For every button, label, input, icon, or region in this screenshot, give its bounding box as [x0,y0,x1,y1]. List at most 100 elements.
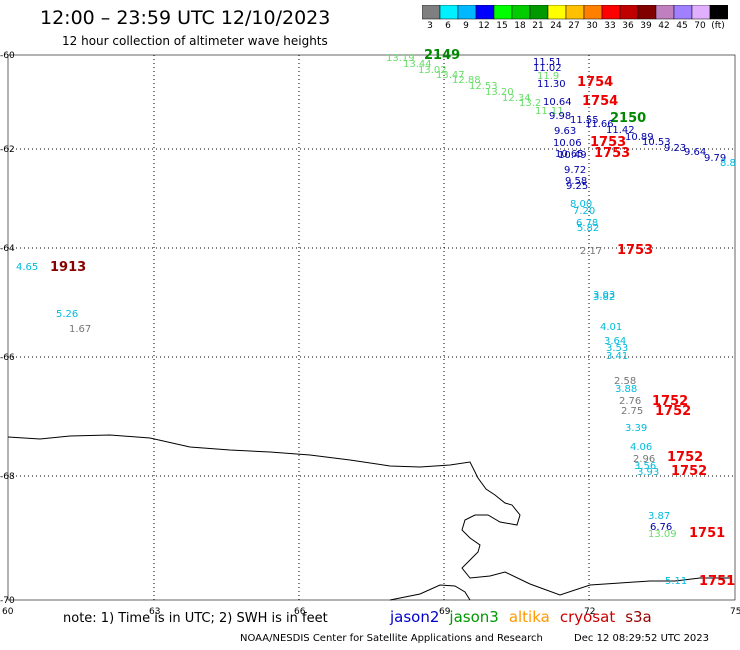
wave-height-label: 3.64 [604,336,626,347]
color-scale-label: 21 [532,21,544,31]
pass-time-label: 1754 [577,75,613,90]
wave-height-label: 12.34 [502,93,531,104]
wave-height-label: 13.47 [436,70,465,81]
satellite-legend-jason2: jason2 [390,608,440,626]
pass-time-label: 1753 [594,146,630,161]
wave-height-label: 11.55 [570,115,599,126]
color-scale-label: 45 [676,21,688,31]
latitude-tick-label: -62 [0,145,15,155]
satellite-legend: jason2 jason3 altika cryosat s3a [390,608,662,626]
coastline-lower [389,584,471,601]
longitude-tick-label: 60 [2,607,14,617]
color-scale-label: 42 [658,21,670,31]
satellite-legend-s3a: s3a [625,608,652,626]
wave-height-label: 3.82 [593,292,615,303]
color-scale-label: 30 [586,21,598,31]
color-swatch [709,5,728,20]
credit-footer: NOAA/NESDIS Center for Satellite Applica… [240,633,709,644]
latitude-tick-label: -68 [0,472,15,482]
wave-height-label: 8.00 [570,199,592,210]
longitude-tick-label: 72 [584,607,595,617]
satellite-legend-jason3: jason3 [449,608,499,626]
wave-height-label: 11.11 [535,106,564,117]
map-title: 12:00 – 23:59 UTC 12/10/2023 [40,7,331,29]
pass-time-label: 1913 [50,260,86,275]
wave-height-label: 11.51 [533,57,562,68]
color-scale-label: 12 [478,21,490,31]
wave-height-label: 10.89 [625,132,654,143]
wave-height-label: 12.53 [469,81,498,92]
wave-height-label: 3.93 [637,467,659,478]
wave-height-label: 2.17 [580,246,602,257]
color-scale-label: 39 [640,21,652,31]
wave-height-label: 5.26 [56,309,78,320]
wave-height-label: 10.64 [543,97,572,108]
color-scale-label: (ft) [711,21,725,31]
pass-time-label: 1752 [671,464,707,479]
latitude-tick-label: -66 [0,353,15,363]
wave-height-label: 11.42 [606,125,635,136]
wave-height-label: 6.76 [650,522,672,533]
color-scale-label: 15 [496,21,508,31]
wave-height-label: 10.65 [555,149,584,160]
color-scale-label: 9 [463,21,469,31]
pass-time-label: 2150 [610,111,646,126]
pass-time-label: 1752 [655,404,691,419]
wave-height-label: 11.9 [537,71,559,82]
map-subtitle: 12 hour collection of altimeter wave hei… [62,34,328,48]
wave-height-label: 7.20 [573,206,595,217]
map-frame [7,54,736,601]
pass-time-label: 1753 [617,243,653,258]
wave-height-label: 10.06 [553,138,582,149]
wave-height-label: 5.82 [577,223,599,234]
wave-height-label: 10.49 [558,150,587,161]
wave-height-label: 2.58 [614,376,636,387]
wave-height-label: 10.53 [642,137,671,148]
wave-height-label: 3.56 [634,461,656,472]
wave-height-label: 11.02 [533,63,562,74]
color-scale-bar [422,5,728,20]
credit-text: NOAA/NESDIS Center for Satellite Applica… [240,633,543,644]
wave-height-label: 4.06 [630,442,652,453]
longitude-tick-label: 75 [730,607,740,617]
wave-height-label: 2.96 [633,454,655,465]
pass-time-label: 1752 [652,394,688,409]
wave-height-label: 13.09 [648,529,677,540]
wave-height-label: 1.67 [69,324,91,335]
wave-height-label: 4.65 [16,262,38,273]
satellite-legend-altika: altika [508,608,550,626]
wave-height-label: 11.66 [585,119,614,130]
pass-time-label: 1751 [699,574,735,589]
pass-time-label: 1753 [590,135,626,150]
wave-height-label: 3.53 [606,343,628,354]
wave-height-label: 3.03 [593,290,615,301]
generated-timestamp: Dec 12 08:29:52 UTC 2023 [574,633,710,644]
color-scale-label: 70 [694,21,706,31]
pass-time-label: 1754 [582,94,618,109]
wave-height-label: 3.88 [615,384,637,395]
pass-time-label: 1751 [689,526,725,541]
color-scale-label: 27 [568,21,580,31]
color-scale-label: 3 [427,21,433,31]
color-scale-label: 6 [445,21,451,31]
wave-height-label: 11.30 [537,79,566,90]
latitude-tick-label: -60 [0,51,15,61]
longitude-tick-label: 66 [294,607,306,617]
wave-height-label: 12.88 [452,75,481,86]
wave-height-label: 13.44 [403,59,432,70]
footnote: note: 1) Time is in UTC; 2) SWH is in fe… [63,611,328,626]
wave-height-label: 8.8 [720,158,736,169]
wave-height-label: 2.75 [621,406,643,417]
color-scale-label: 36 [622,21,634,31]
longitude-tick-label: 69 [439,607,451,617]
wave-height-label: 13.2 [519,98,541,109]
wave-height-label: 9.63 [554,126,576,137]
latitude-tick-label: -64 [0,244,15,254]
wave-height-label: 3.39 [625,423,647,434]
longitude-tick-label: 63 [149,607,160,617]
pass-time-label: 2149 [424,48,460,63]
latitude-tick-label: -70 [0,596,15,606]
wave-height-label: 9.23 [664,143,686,154]
wave-height-label: 5.11 [665,576,687,587]
